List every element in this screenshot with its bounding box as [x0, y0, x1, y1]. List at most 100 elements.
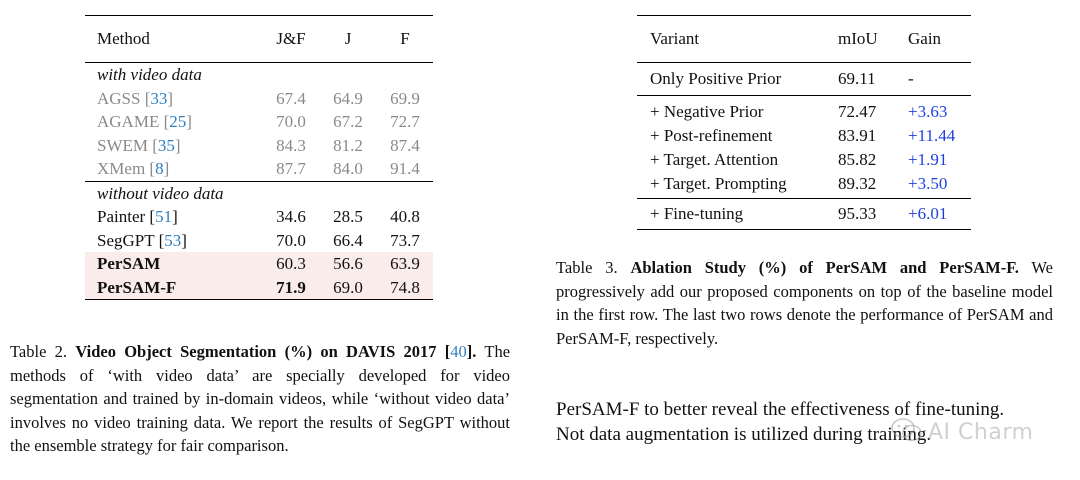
wechat-icon [890, 417, 924, 449]
value-f: 73.7 [390, 230, 420, 250]
header-method: Method [85, 15, 263, 63]
table-row: + Post-refinement 83.91 +11.44 [637, 124, 971, 148]
value-j: 69.0 [319, 275, 377, 300]
value-j: 81.2 [333, 135, 363, 155]
table-2-caption: Table 2. Video Object Segmentation (%) o… [10, 342, 511, 455]
group-label-row: with video data [85, 63, 433, 87]
variant-name: + Negative Prior [637, 95, 830, 124]
table-row: SWEM [35] 84.3 81.2 87.4 [85, 134, 433, 158]
method-name: SWEM [35] [97, 135, 181, 155]
value-f: 74.8 [377, 275, 433, 300]
group-label-row: without video data [85, 180, 433, 205]
value-j: 84.0 [333, 159, 363, 178]
table-row: + Target. Prompting 89.32 +3.50 [637, 172, 971, 199]
caption-prefix: Table 2. [10, 342, 68, 361]
value-miou: 69.11 [838, 69, 876, 88]
value-j: 56.6 [319, 252, 377, 276]
value-miou: 89.32 [830, 172, 902, 199]
table-row: + Target. Attention 85.82 +1.91 [637, 148, 971, 172]
table-row: AGAME [25] 70.0 67.2 72.7 [85, 110, 433, 134]
table-row: Painter [51] 34.6 28.5 40.8 [85, 205, 433, 229]
header-variant: Variant [637, 15, 830, 63]
variant-name: + Target. Prompting [637, 172, 830, 199]
header-j: J [319, 15, 377, 63]
body-line: Not data augmentation is utilized during… [556, 424, 932, 445]
variant-name: + Fine-tuning [637, 198, 830, 230]
value-f: 87.4 [390, 135, 420, 155]
header-miou: mIoU [830, 15, 902, 63]
watermark-text: AI Charm [928, 420, 1034, 445]
value-gain: +1.91 [908, 150, 948, 169]
citation-link[interactable]: 35 [157, 135, 175, 155]
highlight-row-persam: PerSAM 60.3 56.6 63.9 [85, 252, 433, 276]
value-jf: 87.7 [276, 159, 306, 178]
table-row: + Negative Prior 72.47 +3.63 [637, 95, 971, 124]
table-3-caption: Table 3. Ablation Study (%) of PerSAM an… [556, 256, 1053, 350]
value-gain: +3.63 [902, 95, 971, 124]
table-row: XMem [8] 87.7 84.0 91.4 [85, 157, 433, 181]
table-header-row: Method J&F J F [85, 15, 433, 63]
value-jf: 67.4 [276, 88, 306, 108]
citation-link[interactable]: 33 [150, 88, 168, 108]
method-name: PerSAM-F [85, 275, 263, 300]
value-f: 72.7 [390, 112, 420, 131]
table-header-row: Variant mIoU Gain [637, 15, 971, 63]
table-2: Method J&F J F with video data AGSS [33]… [85, 15, 433, 300]
citation-link[interactable]: 51 [155, 207, 173, 226]
group-with-video: with video data [97, 65, 202, 84]
value-miou: 72.47 [830, 95, 902, 124]
value-jf: 70.0 [276, 230, 306, 250]
value-j: 66.4 [333, 230, 363, 250]
table-row-baseline: Only Positive Prior 69.11 - [637, 63, 971, 96]
group-without-video: without video data [85, 180, 433, 205]
table-row: SegGPT [53] 70.0 66.4 73.7 [85, 229, 433, 253]
citation-link[interactable]: 8 [155, 159, 164, 178]
value-f: 63.9 [377, 252, 433, 276]
watermark: AI Charm [890, 417, 1033, 449]
caption-prefix: Table 3. [556, 258, 618, 277]
variant-name: Only Positive Prior [650, 69, 782, 88]
value-jf: 34.6 [276, 207, 306, 226]
table-row-final: + Fine-tuning 95.33 +6.01 [637, 198, 971, 230]
value-miou: 85.82 [838, 150, 877, 169]
value-gain: +11.44 [908, 126, 956, 145]
value-miou: 83.91 [838, 126, 877, 145]
value-jf: 70.0 [276, 112, 306, 131]
ablation-table: Variant mIoU Gain Only Positive Prior 69… [637, 15, 971, 230]
value-j: 28.5 [333, 207, 363, 226]
variant-name: + Target. Attention [650, 150, 779, 169]
method-name: AGAME [25] [97, 112, 192, 131]
citation-link[interactable]: 53 [164, 230, 182, 250]
caption-title: Ablation Study (%) of PerSAM and PerSAM-… [630, 258, 1019, 277]
value-j: 64.9 [333, 88, 363, 108]
value-j: 67.2 [333, 112, 363, 131]
value-jf: 60.3 [263, 252, 319, 276]
method-name: PerSAM [85, 252, 263, 276]
method-name: Painter [51] [97, 207, 178, 226]
value-miou: 95.33 [830, 198, 902, 230]
value-gain: +3.50 [902, 172, 971, 199]
header-jf: J&F [263, 15, 319, 63]
header-gain: Gain [902, 15, 971, 63]
citation-link[interactable]: 25 [169, 112, 187, 131]
body-line: PerSAM-F to better reveal the effectiven… [556, 399, 1005, 420]
caption-title: Video Object Segmentation (%) on DAVIS 2… [75, 342, 451, 361]
value-f: 69.9 [390, 88, 420, 108]
caption-body: The methods of ‘with video data’ are spe… [10, 342, 511, 455]
vos-results-table: Method J&F J F with video data AGSS [33]… [85, 15, 433, 300]
table-3: Variant mIoU Gain Only Positive Prior 69… [637, 15, 971, 230]
value-f: 91.4 [390, 159, 420, 178]
method-name: XMem [8] [97, 159, 170, 178]
citation-link[interactable]: 40 [450, 342, 467, 361]
method-name: SegGPT [53] [97, 230, 187, 250]
value-gain: - [908, 69, 914, 88]
header-f: F [377, 15, 433, 63]
body-paragraph: PerSAM-F to better reveal the effectiven… [556, 397, 1066, 447]
caption-body: We progressively add our proposed compon… [556, 258, 1053, 348]
value-f: 40.8 [390, 207, 420, 226]
value-jf: 71.9 [263, 275, 319, 300]
table-row: AGSS [33] 67.4 64.9 69.9 [85, 87, 433, 111]
variant-name: + Post-refinement [650, 126, 773, 145]
value-jf: 84.3 [276, 135, 306, 155]
method-name: AGSS [33] [97, 88, 174, 108]
